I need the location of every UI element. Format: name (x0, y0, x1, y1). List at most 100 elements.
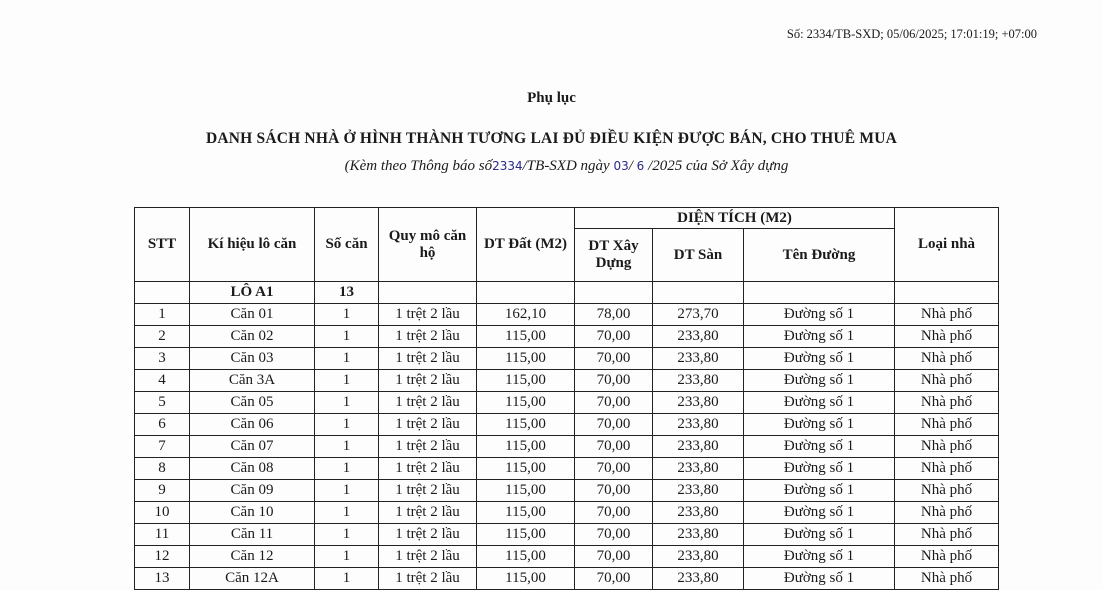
header-dt-san: DT Sàn (652, 228, 744, 282)
table-cell: 1 (314, 413, 379, 436)
table-cell: Đường số 1 (743, 325, 895, 348)
subheading-text: /2025 của Sở Xây dựng (644, 158, 789, 174)
table-cell: 115,00 (476, 523, 575, 546)
table-row: 13 Căn 12A 1 1 trệt 2 lầu 115,00 70,00 233,80 Đ… (134, 567, 999, 590)
table-cell: 11 (134, 523, 190, 546)
table-cell: 115,00 (476, 501, 575, 524)
header-loai-nha: Loại nhà (894, 207, 999, 282)
table-row: 5 Căn 05 1 1 trệt 2 lầu 115,00 70,00 233,80 Đườ… (134, 391, 999, 414)
table-cell: 233,80 (652, 501, 744, 524)
table-cell: Căn 01 (189, 303, 315, 326)
cell (894, 281, 999, 304)
table-row: 9 Căn 09 1 1 trệt 2 lầu 115,00 70,00 233,80 Đườ… (134, 479, 999, 502)
table-cell: Căn 02 (189, 325, 315, 348)
table-cell: Đường số 1 (743, 501, 895, 524)
table-cell: 233,80 (652, 479, 744, 502)
table-cell: 8 (134, 457, 190, 480)
table-cell: Căn 03 (189, 347, 315, 370)
table-cell: 1 trệt 2 lầu (378, 325, 477, 348)
table-cell: 70,00 (574, 523, 653, 546)
header-quy-mo: Quy mô căn hộ (378, 207, 477, 282)
table-cell: 1 (314, 479, 379, 502)
table-cell: Nhà phố (894, 479, 999, 502)
handwritten-month: 6 (636, 159, 645, 173)
table-cell: Đường số 1 (743, 545, 895, 568)
table-cell: Căn 07 (189, 435, 315, 458)
table-cell: Căn 10 (189, 501, 315, 524)
document-title: Phụ lục (527, 90, 576, 106)
table-cell: 9 (134, 479, 190, 502)
table-row: 1 Căn 01 1 1 trệt 2 lầu 162,10 78,00 273,70 Đườ… (134, 303, 999, 326)
table-cell: 12 (134, 545, 190, 568)
table-cell: Nhà phố (894, 435, 999, 458)
table-cell: Nhà phố (894, 303, 999, 326)
table-cell: 233,80 (652, 325, 744, 348)
table-cell: 233,80 (652, 523, 744, 546)
table-cell: 2 (134, 325, 190, 348)
table-cell: Đường số 1 (743, 523, 895, 546)
housing-list-table: STT Kí hiệu lô căn Số căn Quy mô căn hộ … (134, 207, 999, 590)
table-cell: 4 (134, 369, 190, 392)
digital-signature-stamp: Số: 2334/TB-SXD; 05/06/2025; 17:01:19; +… (786, 27, 1037, 41)
table-cell: 70,00 (574, 501, 653, 524)
table-cell: 273,70 (652, 303, 744, 326)
table-cell: 1 (314, 391, 379, 414)
table-cell: 1 (314, 523, 379, 546)
table-cell: 1 trệt 2 lầu (378, 391, 477, 414)
table-cell: 233,80 (652, 567, 744, 590)
table-cell: Căn 11 (189, 523, 315, 546)
table-cell: Đường số 1 (743, 435, 895, 458)
table-cell: 115,00 (476, 369, 575, 392)
table-cell: Nhà phố (894, 501, 999, 524)
table-cell: 1 (314, 303, 379, 326)
cell (574, 281, 653, 304)
cell (378, 281, 477, 304)
table-cell: 5 (134, 391, 190, 414)
table-cell: 233,80 (652, 545, 744, 568)
table-cell: 1 (314, 501, 379, 524)
table-cell: 70,00 (574, 457, 653, 480)
table-cell: 115,00 (476, 391, 575, 414)
header-dien-tich: DIỆN TÍCH (M2) (574, 207, 895, 229)
table-cell: 1 trệt 2 lầu (378, 413, 477, 436)
table-cell: Căn 09 (189, 479, 315, 502)
table-row: 3 Căn 03 1 1 trệt 2 lầu 115,00 70,00 233,80 Đườ… (134, 347, 999, 370)
table-cell: Căn 12A (189, 567, 315, 590)
table-cell: Đường số 1 (743, 391, 895, 414)
table-cell: 233,80 (652, 413, 744, 436)
handwritten-number: 2334 (492, 159, 523, 173)
lot-count: 13 (314, 281, 379, 304)
table-cell: Nhà phố (894, 391, 999, 414)
table-cell: 1 (314, 369, 379, 392)
table-cell: Nhà phố (894, 369, 999, 392)
table-row: 6 Căn 06 1 1 trệt 2 lầu 115,00 70,00 233,80 Đườ… (134, 413, 999, 436)
table-row: 2 Căn 02 1 1 trệt 2 lầu 115,00 70,00 233,80 Đườ… (134, 325, 999, 348)
header-stt: STT (134, 207, 190, 282)
table-cell: Đường số 1 (743, 567, 895, 590)
table-cell: Nhà phố (894, 523, 999, 546)
cell (743, 281, 895, 304)
table-cell: 1 trệt 2 lầu (378, 347, 477, 370)
table-cell: 1 trệt 2 lầu (378, 303, 477, 326)
header-ten-duong: Tên Đường (743, 228, 895, 282)
table-cell: Nhà phố (894, 413, 999, 436)
cell (652, 281, 744, 304)
table-row: 8 Căn 08 1 1 trệt 2 lầu 115,00 70,00 233,80 Đườ… (134, 457, 999, 480)
table-cell: Nhà phố (894, 457, 999, 480)
table-cell: 10 (134, 501, 190, 524)
table-cell: Nhà phố (894, 545, 999, 568)
table-cell: 3 (134, 347, 190, 370)
table-cell: 1 (314, 347, 379, 370)
table-cell: 1 (314, 325, 379, 348)
table-cell: Nhà phố (894, 567, 999, 590)
table-cell: 115,00 (476, 567, 575, 590)
table-cell: 115,00 (476, 347, 575, 370)
table-cell: 233,80 (652, 457, 744, 480)
table-cell: Căn 06 (189, 413, 315, 436)
table-cell: 1 trệt 2 lầu (378, 501, 477, 524)
table-cell: 1 trệt 2 lầu (378, 567, 477, 590)
table-cell: Căn 12 (189, 545, 315, 568)
table-row: 7 Căn 07 1 1 trệt 2 lầu 115,00 70,00 233,80 Đườ… (134, 435, 999, 458)
table-cell: 13 (134, 567, 190, 590)
table-cell: 70,00 (574, 369, 653, 392)
